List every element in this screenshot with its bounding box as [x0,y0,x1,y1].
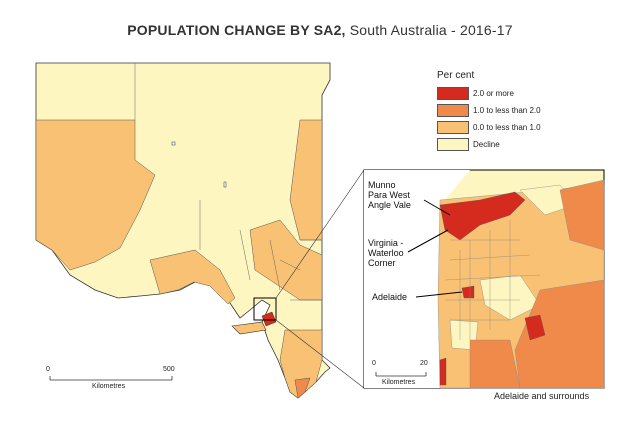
inset-scale-unit: Kilometres [382,379,416,386]
inset-indicator-box [253,297,277,321]
eyre-region [149,249,236,305]
inset-label-virginia: Virginia - Waterloo Corner [368,238,404,268]
legend-title: Per cent [437,70,475,81]
legend-label-4: Decline [473,139,500,149]
label-virginia: Virginia - [368,238,404,248]
marker-dot-2 [223,181,227,188]
map-title: POPULATION CHANGE BY SA2, South Australi… [0,22,640,38]
main-scale-end: 500 [163,366,175,373]
kangaroo-island [231,321,267,335]
title-rest: South Australia - 2016-17 [345,22,513,38]
legend: Per cent 2.0 or more 1.0 to less than 2.… [437,70,541,154]
legend-item-2: 1.0 to less than 2.0 [437,103,541,117]
inset-caption: Adelaide and surrounds [494,391,590,401]
title-bold: POPULATION CHANGE BY SA2, [127,22,346,38]
adelaide-main-red [261,311,277,327]
label-angle-vale: Angle Vale [368,200,411,210]
legend-label-2: 1.0 to less than 2.0 [473,105,541,115]
main-scale-unit: Kilometres [92,383,126,390]
label-waterloo: Waterloo [368,248,404,258]
marker-dot-1 [171,141,176,146]
southeast-orange [294,377,311,399]
west-region [35,119,156,271]
inset-label-adelaide: Adelaide [372,292,408,302]
legend-item-3: 0.0 to less than 1.0 [437,120,541,134]
legend-item-4: Decline [437,137,541,151]
leader-line-top [275,169,365,299]
label-para-west: Para West [368,190,410,200]
legend-label-3: 0.0 to less than 1.0 [473,122,541,132]
inset-scale-end: 20 [420,360,428,367]
legend-swatch-4 [437,137,469,151]
legend-item-1: 2.0 or more [437,86,541,100]
legend-swatch-1 [437,86,469,100]
inset-label-munno: Munno Para West Angle Vale [368,180,411,210]
main-scale-start: 0 [46,366,50,373]
legend-swatch-3 [437,120,469,134]
inset-scale-start: 0 [372,360,376,367]
legend-swatch-2 [437,103,469,117]
legend-label-1: 2.0 or more [473,88,514,98]
leader-line-bottom [275,319,365,389]
inset-map [363,169,605,389]
region-lines [134,63,322,301]
label-corner: Corner [368,258,396,268]
label-munno: Munno [368,180,396,190]
